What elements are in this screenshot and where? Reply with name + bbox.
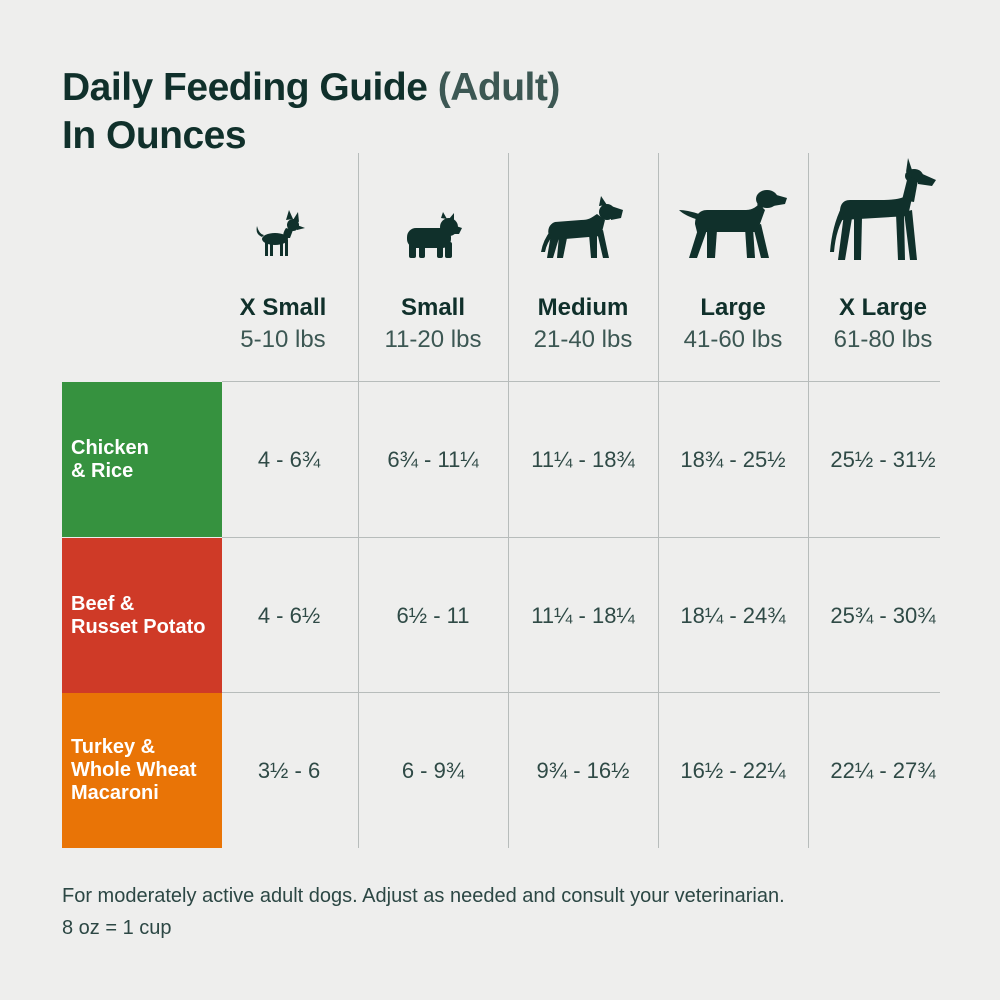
table-cell: 3½ - 6 <box>257 757 321 783</box>
title-subtitle: In Ounces <box>62 114 247 157</box>
column-size-label: Medium <box>537 294 629 321</box>
footnote-line: 8 oz = 1 cup <box>62 917 172 939</box>
table-cell: 25½ - 31½ <box>830 446 936 472</box>
table-cell: 25¾ - 30¾ <box>830 602 936 628</box>
table-cell: 11¼ - 18¼ <box>531 602 635 628</box>
labrador-icon <box>679 190 787 258</box>
column-header-x-large: X Large 61-80 lbs <box>808 150 958 357</box>
pitbull-icon <box>541 196 623 258</box>
french-bulldog-icon <box>407 212 462 258</box>
table-cell: 11¼ - 18¾ <box>531 446 635 472</box>
row-label-chicken-rice: Chicken & Rice <box>62 382 222 537</box>
column-weight-range: 11-20 lbs <box>384 326 482 353</box>
title-main: Daily Feeding Guide <box>62 66 428 109</box>
column-weight-range: 5-10 lbs <box>240 326 326 353</box>
row-label-line: Macaroni <box>71 782 159 804</box>
row-label-turkey-whole-wheat-macaroni: Turkey & Whole Wheat Macaroni <box>62 693 222 848</box>
column-header-large: Large 41-60 lbs <box>658 150 808 357</box>
column-weight-range: 61-80 lbs <box>833 326 933 353</box>
row-label-line: Beef & <box>71 592 135 615</box>
great-dane-icon <box>830 158 936 260</box>
table-cell: 22¼ - 27¾ <box>830 757 936 783</box>
table-cell: 4 - 6¾ <box>257 446 321 472</box>
column-size-label: X Large <box>838 294 928 321</box>
row-label-line: Whole Wheat <box>71 759 197 781</box>
table-cell: 4 - 6½ <box>257 602 321 628</box>
table-cell: 9¾ - 16½ <box>536 757 630 783</box>
table-cell: 18¾ - 25½ <box>680 446 786 472</box>
footnote: For moderately active adult dogs. Adjust… <box>62 880 785 944</box>
table-cell: 16½ - 22¼ <box>680 757 786 783</box>
column-header-x-small: X Small 5-10 lbs <box>208 150 358 357</box>
table-cell: 6½ - 11 <box>396 602 470 628</box>
column-header-small: Small 11-20 lbs <box>358 150 508 357</box>
column-size-label: Large <box>700 294 766 321</box>
column-weight-range: 21-40 lbs <box>533 326 633 353</box>
row-label-line: Turkey & <box>71 736 156 758</box>
table-cell: 18¼ - 24¾ <box>680 602 786 628</box>
row-label-line: Russet Potato <box>71 615 206 638</box>
title-accent: (Adult) <box>437 66 561 109</box>
row-label-line: & Rice <box>71 459 134 482</box>
row-label-beef-russet-potato: Beef & Russet Potato <box>62 538 222 693</box>
chihuahua-icon <box>256 210 305 256</box>
table-cell: 6 - 9¾ <box>401 757 465 783</box>
row-label-line: Chicken <box>71 436 149 459</box>
footnote-line: For moderately active adult dogs. Adjust… <box>62 885 785 907</box>
column-weight-range: 41-60 lbs <box>683 326 783 353</box>
column-header-medium: Medium 21-40 lbs <box>508 150 658 357</box>
page-title: Daily Feeding Guide (Adult) In Ounces <box>62 64 560 160</box>
column-size-label: X Small <box>239 294 327 321</box>
table-cell: 6¾ - 11¼ <box>387 446 479 472</box>
column-size-label: Small <box>400 294 466 321</box>
